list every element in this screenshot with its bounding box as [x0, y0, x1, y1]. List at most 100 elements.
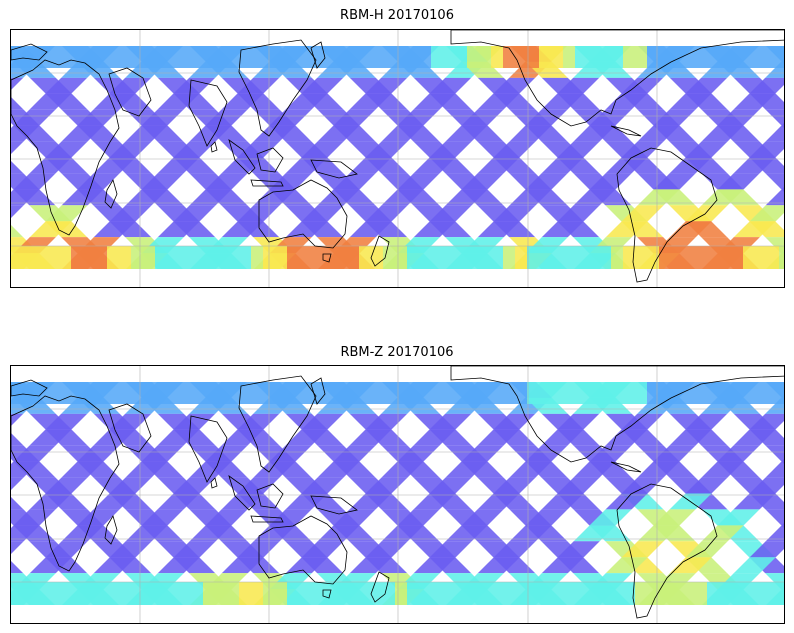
swath-segment: [221, 157, 264, 174]
band-cell: [95, 382, 107, 404]
swath-segment: [125, 445, 168, 462]
swath-segment: [461, 173, 504, 190]
band-cell: [83, 582, 95, 605]
band-cell: [779, 382, 784, 404]
coastline-path: [11, 379, 48, 397]
swath-segment: [365, 205, 408, 222]
swath-segment: [93, 221, 136, 238]
band-cell: [623, 382, 635, 404]
swath-segment: [605, 493, 648, 510]
swath-segment: [189, 525, 232, 542]
swath-segment: [429, 541, 472, 558]
band-cell: [227, 382, 239, 404]
band-cell: [467, 582, 479, 605]
coastline-path: [188, 415, 228, 483]
coastline-path: [228, 474, 256, 511]
band-cell: [731, 382, 743, 404]
band-cell: [47, 582, 59, 605]
swath-segment: [205, 173, 248, 190]
band-cell: [215, 382, 227, 404]
band-cell: [359, 46, 371, 68]
band-cell: [671, 582, 683, 605]
band-cell: [719, 46, 731, 68]
swath-segment: [173, 141, 216, 158]
panel-2-title: RBM-Z 20170106: [340, 345, 454, 360]
band-cell: [515, 382, 527, 404]
band-cell: [719, 246, 731, 269]
band-cell: [575, 382, 587, 404]
band-cell: [467, 382, 479, 404]
swath-segment: [141, 125, 184, 142]
swath-segment: [621, 205, 664, 222]
band-cell: [119, 582, 131, 605]
swath-segment: [557, 141, 600, 158]
band-cell: [275, 246, 287, 269]
band-cell: [443, 582, 455, 605]
swath-segment: [461, 509, 504, 526]
swath-segment: [509, 189, 552, 206]
band-cell: [503, 46, 515, 68]
swath-segment: [173, 541, 216, 558]
swath-segment: [93, 77, 136, 94]
swath-segment: [269, 173, 312, 190]
swath-segment: [781, 187, 784, 190]
band-cell: [323, 246, 335, 269]
swath-segment: [781, 461, 784, 464]
swath-segment: [429, 429, 472, 446]
coastlines: [11, 30, 784, 283]
band-cell: [635, 382, 647, 404]
band-cell: [11, 582, 23, 605]
band-cell: [155, 582, 167, 605]
band-cell: [95, 582, 107, 605]
band-cell: [527, 382, 539, 404]
band-cell: [239, 46, 251, 68]
swath-segment: [45, 93, 88, 110]
band-cell: [503, 246, 515, 269]
band-cell: [131, 382, 143, 404]
band-cell: [683, 46, 695, 68]
band-cell: [659, 382, 671, 404]
band-cell: [491, 46, 503, 68]
band-cell: [131, 246, 143, 269]
band-cell: [143, 246, 155, 269]
band-cell: [431, 246, 443, 269]
band-cell: [719, 382, 731, 404]
band-cell: [155, 382, 167, 404]
swath-segment: [173, 477, 216, 494]
graticule: [11, 30, 784, 287]
swath-segment: [333, 125, 376, 142]
swath-segment: [749, 93, 784, 110]
band-cell: [599, 46, 611, 68]
band-cell: [419, 582, 431, 605]
swath-segment: [205, 125, 248, 142]
coastline-path: [11, 395, 120, 572]
swath-segment: [11, 141, 24, 154]
coastline-path: [256, 483, 284, 509]
band-cell: [467, 46, 479, 68]
band-cell: [179, 46, 191, 68]
band-cell: [215, 46, 227, 68]
swath-segment: [749, 429, 784, 446]
coastline-path: [210, 477, 218, 489]
band-cell: [539, 582, 551, 605]
swath-segment: [733, 77, 776, 94]
band-cell: [59, 46, 71, 68]
swath-segment: [765, 189, 784, 206]
band-cell: [251, 582, 263, 605]
swath-segment: [11, 541, 24, 554]
band-cell: [671, 246, 683, 269]
band-cell: [347, 582, 359, 605]
band-cell: [383, 382, 395, 404]
swath-segment: [685, 541, 728, 558]
coastline-path: [258, 515, 348, 585]
band-cell: [35, 46, 47, 68]
band-cell: [107, 46, 119, 68]
band-cell: [743, 46, 755, 68]
swath-segment: [397, 173, 440, 190]
band-cell: [383, 46, 395, 68]
band-cell: [335, 46, 347, 68]
swath-segment: [557, 93, 600, 110]
swath-segment: [621, 93, 664, 110]
swath-segment: [461, 461, 504, 478]
band-cell: [107, 582, 119, 605]
